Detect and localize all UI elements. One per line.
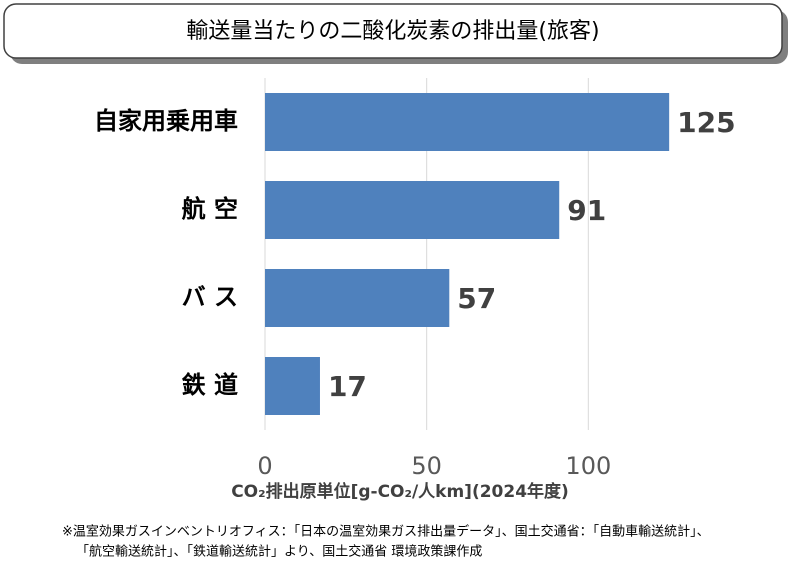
bar (265, 357, 320, 415)
y-tick-label: 鉄 道 (182, 371, 238, 399)
value-label: 91 (567, 194, 606, 227)
title-box (3, 3, 783, 59)
footnote: 「航空輸送統計」、「鉄道輸送統計」より、国土交通省 環境政策課作成 (76, 544, 482, 560)
x-tick-label: 100 (565, 452, 611, 480)
bar (265, 93, 670, 151)
value-label: 17 (328, 370, 367, 403)
y-tick-label: 航 空 (182, 195, 238, 223)
y-tick-label: 自家用乗用車 (94, 107, 238, 135)
x-axis-label: CO₂排出原単位[g-CO₂/人km](2024年度) (231, 481, 569, 502)
value-label: 125 (677, 106, 735, 139)
value-label: 57 (457, 282, 496, 315)
bar (265, 269, 450, 327)
x-tick-label: 50 (411, 452, 442, 480)
y-tick-label: バ ス (182, 283, 238, 311)
footnote: ※温室効果ガスインベントリオフィス：「日本の温室効果ガス排出量データ」、国土交通… (62, 524, 710, 540)
x-tick-label: 0 (257, 452, 272, 480)
bar (265, 181, 560, 239)
chart-title: 輸送量当たりの二酸化炭素の排出量(旅客) (186, 19, 599, 44)
